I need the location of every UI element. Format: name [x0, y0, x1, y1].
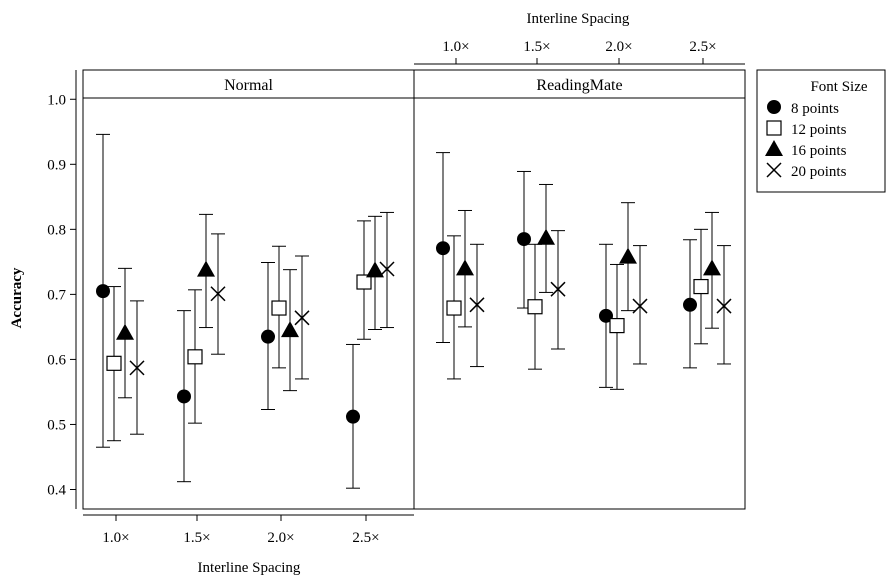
data-point: [210, 286, 226, 302]
data-point: [379, 261, 395, 277]
panels-layer: Normal ReadingMate: [82, 69, 746, 510]
data-point: [106, 355, 122, 371]
data-point-stroke-b: [716, 298, 732, 314]
legend-label: 20 points: [791, 164, 847, 180]
panel-readingmate: ReadingMate: [413, 69, 746, 510]
legend-marker: [767, 100, 781, 114]
data-point-stroke-b: [550, 281, 566, 297]
y-axis-title: Accuracy: [9, 267, 25, 328]
data-point-stroke-b: [632, 298, 648, 314]
panel-normal: Normal: [82, 69, 415, 510]
data-point: [197, 260, 215, 277]
data-point: [356, 274, 372, 290]
top-x-tick-label: 1.5×: [523, 39, 550, 55]
legend-marker: [766, 120, 782, 136]
legend-items: 8 points 12 points 16 points 20 points: [765, 100, 847, 180]
bottom-x-axis: 1.0× 1.5× 2.0× 2.5×: [83, 514, 414, 546]
top-x-tick-label: 2.0×: [605, 39, 632, 55]
bottom-x-tick-label: 1.5×: [183, 530, 210, 546]
data-point: [116, 323, 134, 340]
data-point: [537, 228, 555, 245]
data-point: [177, 389, 191, 404]
panel-title: Normal: [224, 77, 273, 94]
data-point: [716, 298, 732, 314]
data-point-stroke-b: [210, 286, 226, 302]
legend-marker-stroke-b: [766, 162, 782, 178]
bottom-x-tick-label: 2.0×: [267, 530, 294, 546]
data-point: [187, 349, 203, 365]
top-x-tick-label: 1.0×: [442, 39, 469, 55]
data-point: [703, 259, 721, 276]
bottom-x-axis-title: Interline Spacing: [198, 560, 301, 576]
data-point: [261, 329, 275, 344]
data-point: [294, 310, 310, 326]
data-point-stroke-b: [469, 297, 485, 313]
legend-label: 16 points: [791, 143, 847, 159]
data-point: [693, 278, 709, 295]
data-point-stroke-b: [379, 261, 395, 277]
data-point: [527, 299, 543, 315]
legend-title: Font Size: [810, 79, 867, 95]
y-tick-label: 0.7: [47, 287, 66, 303]
data-point: [129, 360, 145, 376]
data-point: [346, 409, 360, 424]
legend-label: 12 points: [791, 122, 847, 138]
data-point: [366, 261, 384, 278]
y-axis: 0.4 0.5 0.6 0.7 0.8 0.9 1.0: [47, 70, 77, 509]
data-point: [436, 241, 450, 256]
data-point: [446, 300, 462, 316]
y-tick-label: 0.9: [47, 157, 66, 173]
top-x-axis: 1.0× 1.5× 2.0× 2.5×: [414, 39, 745, 65]
data-point: [683, 297, 697, 312]
bottom-x-tick-label: 1.0×: [102, 530, 129, 546]
y-tick-label: 0.8: [47, 222, 66, 238]
bottom-x-tick-label: 2.5×: [352, 530, 379, 546]
top-x-axis-title: Interline Spacing: [527, 11, 630, 27]
data-point: [281, 321, 299, 338]
y-tick-label: 1.0: [47, 92, 66, 108]
data-point-stroke-b: [129, 360, 145, 376]
panel-frame: [413, 69, 746, 510]
legend-marker: [766, 162, 782, 178]
top-x-tick-label: 2.5×: [689, 39, 716, 55]
data-point: [456, 259, 474, 276]
legend: Font Size 8 points 12 points 16 points 20 p…: [756, 69, 886, 193]
data-point: [619, 247, 637, 264]
y-tick-label: 0.6: [47, 352, 66, 368]
y-tick-label: 0.5: [47, 417, 66, 433]
data-point: [469, 297, 485, 313]
panel-title: ReadingMate: [536, 77, 622, 94]
data-point: [96, 284, 110, 299]
data-point: [632, 298, 648, 314]
data-point-stroke-b: [294, 310, 310, 326]
y-tick-label: 0.4: [47, 482, 66, 498]
data-point: [271, 300, 287, 316]
data-point: [517, 232, 531, 247]
data-point: [609, 317, 625, 334]
data-point: [550, 281, 566, 297]
legend-marker: [765, 140, 783, 156]
legend-label: 8 points: [791, 101, 839, 117]
